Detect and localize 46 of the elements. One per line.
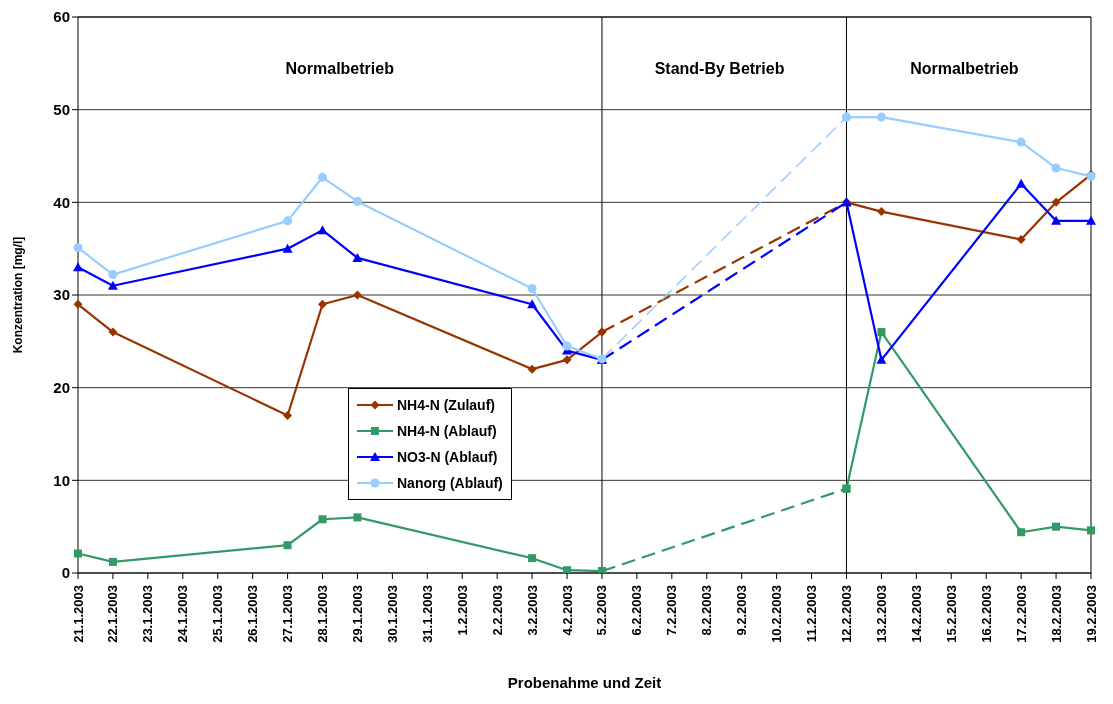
y-tick-label: 50 [53, 100, 70, 118]
x-tick-label: 19.2.2003 [1083, 585, 1099, 643]
x-tick-label: 22.1.2003 [105, 585, 121, 643]
x-tick-label: 31.1.2003 [419, 585, 435, 643]
y-axis-title: Konzentration [mg/l] [11, 236, 26, 354]
y-tick-label: 20 [53, 378, 70, 396]
legend-label: NH4-N (Zulauf) [397, 397, 495, 413]
annotation: Normalbetrieb [910, 60, 1019, 78]
y-tick-label: 40 [53, 193, 70, 211]
x-tick-label: 5.2.2003 [594, 585, 610, 636]
y-tick-label: 30 [53, 286, 70, 304]
x-tick-label: 16.2.2003 [978, 585, 994, 643]
x-tick-label: 28.1.2003 [315, 585, 331, 643]
y-tick-label: 0 [61, 564, 70, 582]
x-tick-label: 4.2.2003 [559, 585, 575, 636]
x-tick-label: 14.2.2003 [908, 585, 924, 643]
x-tick-label: 15.2.2003 [943, 585, 959, 643]
x-tick-label: 7.2.2003 [664, 585, 680, 636]
y-tick-label: 60 [53, 8, 70, 26]
x-tick-label: 13.2.2003 [873, 585, 889, 643]
x-tick-label: 27.1.2003 [280, 585, 296, 643]
x-tick-label: 1.2.2003 [454, 585, 470, 636]
x-tick-label: 10.2.2003 [769, 585, 785, 643]
x-tick-label: 9.2.2003 [734, 585, 750, 636]
x-tick-label: 6.2.2003 [629, 585, 645, 636]
annotation: Normalbetrieb [285, 60, 394, 78]
y-tick-label: 10 [53, 471, 70, 489]
x-tick-label: 8.2.2003 [699, 585, 715, 636]
x-tick-label: 11.2.2003 [804, 585, 820, 643]
x-tick-label: 2.2.2003 [489, 585, 505, 636]
x-tick-label: 17.2.2003 [1013, 585, 1029, 643]
legend-label: Nanorg (Ablauf) [397, 475, 503, 491]
x-axis-title: Probenahme und Zeit [507, 674, 662, 691]
x-tick-label: 21.1.2003 [70, 585, 86, 643]
x-tick-label: 3.2.2003 [524, 585, 540, 636]
x-tick-label: 24.1.2003 [175, 585, 191, 643]
x-tick-label: 30.1.2003 [384, 585, 400, 643]
x-tick-label: 29.1.2003 [349, 585, 365, 643]
x-tick-label: 12.2.2003 [838, 585, 854, 643]
x-tick-label: 26.1.2003 [245, 585, 261, 643]
x-tick-label: 25.1.2003 [210, 585, 226, 643]
x-tick-label: 23.1.2003 [140, 585, 156, 643]
annotation: Stand-By Betrieb [654, 60, 785, 78]
legend-label: NO3-N (Ablauf) [397, 449, 498, 465]
legend-label: NH4-N (Ablauf) [397, 423, 497, 439]
x-tick-label: 18.2.2003 [1048, 585, 1064, 643]
